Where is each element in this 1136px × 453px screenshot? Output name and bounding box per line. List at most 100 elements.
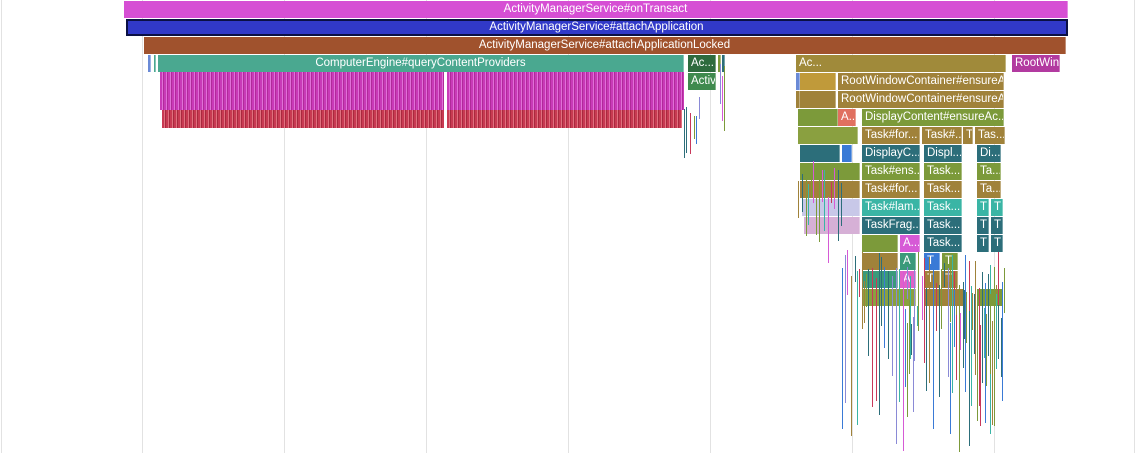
trace-slice[interactable]: ActivityManagerService#attachApplication [126,19,1068,36]
trace-slice[interactable]: Activi... [688,73,716,90]
stack-bar [998,252,999,328]
trace-slice[interactable]: Task... [924,235,962,252]
trace-slice[interactable]: ActivityManagerService#attachApplication… [144,37,1066,54]
stack-bar [1001,318,1002,377]
stack-bar [941,269,942,329]
trace-slice[interactable]: A [900,271,916,288]
trace-slice-small[interactable] [718,55,721,72]
trace-slice-small[interactable] [796,91,800,108]
stack-bar [862,252,863,329]
trace-slice[interactable]: T [991,235,1003,252]
stack-bar [879,253,880,415]
trace-slice[interactable]: Task#... [922,127,962,144]
stack-bar [903,271,904,451]
stack-bar [690,113,691,154]
trace-slice[interactable]: Task#lam... [862,199,920,216]
stack-bar [822,170,823,202]
stack-bar [984,308,985,358]
trace-slice-small[interactable] [800,91,836,108]
trace-slice[interactable]: T [991,217,1003,234]
trace-slice-small[interactable] [798,109,838,126]
trace-slice-small[interactable] [722,55,725,72]
stack-bar [956,315,957,380]
stack-bar [724,66,725,131]
trace-slice[interactable]: ActivityManagerService#onTransact [124,1,1068,18]
trace-slice[interactable]: A [900,253,916,270]
trace-slice-small[interactable] [154,55,156,72]
stack-bar [954,290,955,347]
trace-slice-small[interactable] [800,73,836,90]
trace-slice[interactable]: Ta... [977,181,1001,198]
trace-slice[interactable]: T [977,235,989,252]
trace-slice-small[interactable] [862,235,898,252]
stack-bar [975,261,976,375]
grid-line [1134,0,1135,453]
trace-slice-small[interactable] [862,253,898,270]
stack-bar [866,274,867,307]
trace-slice[interactable]: T [977,217,989,234]
trace-slice[interactable]: Di... [977,145,1001,162]
trace-slice[interactable]: Task... [924,181,962,198]
stack-bar [911,324,912,355]
trace-slice[interactable]: RootWindowContainer#ensureA... [838,91,1004,108]
trace-slice[interactable]: RootWindowContainer#ensureA... [838,73,1004,90]
stack-bar [813,161,814,203]
trace-slice[interactable]: A... [900,235,920,252]
stack-bar [694,116,695,139]
stack-bar [722,76,723,121]
trace-slice-small[interactable] [796,73,800,90]
trace-slice[interactable]: T [942,253,958,270]
trace-slice[interactable]: Ta... [977,163,1001,180]
stack-bar [1004,268,1005,313]
trace-slice[interactable]: Task#for... [862,181,920,198]
stack-bar [831,182,832,203]
trace-slice[interactable]: Task... [924,217,962,234]
stack-bar [868,269,869,356]
grid-line [710,0,711,453]
trace-slice[interactable]: T [924,271,940,288]
trace-slice-small[interactable] [800,145,840,162]
trace-slice[interactable]: Task#for... [862,127,920,144]
trace-slice[interactable]: T [991,199,1003,216]
trace-slice-small[interactable] [798,127,858,144]
stack-bar [876,278,877,401]
stack-bar [963,282,964,368]
trace-slice[interactable]: Task#ens... [862,163,920,180]
trace-slice[interactable]: ComputerEngine#queryContentProviders [158,55,684,72]
trace-slice-small[interactable] [842,145,852,162]
trace-slice-small[interactable] [924,289,964,306]
nested-slices-stripes [160,72,444,110]
trace-slice-small[interactable] [148,55,151,72]
stack-bar [910,276,911,359]
trace-slice-small[interactable] [862,289,916,306]
stack-bar [1002,282,1003,401]
grid-line [1,0,2,453]
nested-slices-stripes [162,110,444,128]
trace-slice-small[interactable] [800,181,860,198]
trace-slice[interactable]: Ac... [688,55,716,72]
grid-line [426,0,427,453]
stack-bar [845,255,846,403]
stack-bar [980,325,981,426]
trace-slice-small[interactable] [804,217,860,234]
stack-bar [972,293,973,330]
trace-slice[interactable]: RootWindowContainer#attachApplicat... [1012,55,1060,72]
trace-slice[interactable]: A... [838,109,856,126]
trace-slice-small[interactable] [800,163,860,180]
trace-slice[interactable]: T [963,127,973,144]
trace-slice[interactable]: Tas... [975,127,1005,144]
trace-slice[interactable]: Task... [924,163,962,180]
nested-slices-stripes [447,72,684,110]
trace-slice[interactable]: Task... [924,199,962,216]
stack-bar [907,323,908,417]
trace-slice[interactable]: TaskFrag... [862,217,920,234]
trace-slice[interactable]: T [924,253,940,270]
trace-slice[interactable]: Displ... [924,145,962,162]
stack-bar [950,266,951,322]
trace-slice[interactable]: DisplayContent#ensureAc... [862,109,1004,126]
trace-slice[interactable]: DisplayC... [862,145,920,162]
trace-slice-small[interactable] [862,271,898,288]
trace-slice[interactable]: T [977,199,989,216]
trace-slice[interactable]: Ac... [796,55,1006,72]
